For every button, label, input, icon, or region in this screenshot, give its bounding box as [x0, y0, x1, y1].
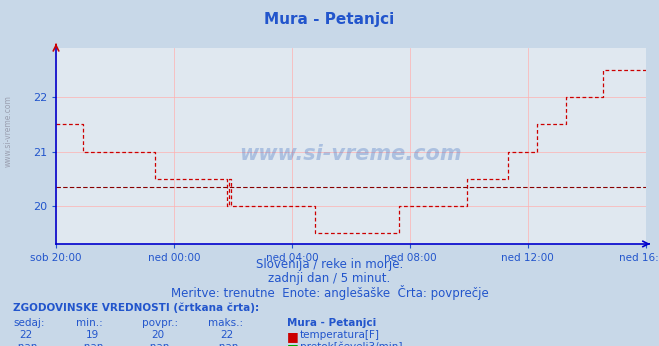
Text: zadnji dan / 5 minut.: zadnji dan / 5 minut. [268, 272, 391, 285]
Text: www.si-vreme.com: www.si-vreme.com [240, 144, 462, 164]
Text: Meritve: trenutne  Enote: anglešaške  Črta: povprečje: Meritve: trenutne Enote: anglešaške Črta… [171, 285, 488, 300]
Text: -nan: -nan [146, 342, 170, 346]
Text: temperatura[F]: temperatura[F] [300, 330, 380, 340]
Text: povpr.:: povpr.: [142, 318, 178, 328]
Text: ■: ■ [287, 342, 299, 346]
Text: 22: 22 [221, 330, 234, 340]
Text: sedaj:: sedaj: [13, 318, 45, 328]
Text: www.si-vreme.com: www.si-vreme.com [3, 95, 13, 167]
Text: Mura - Petanjci: Mura - Petanjci [264, 12, 395, 27]
Text: 22: 22 [20, 330, 33, 340]
Text: 20: 20 [152, 330, 165, 340]
Text: pretok[čevelj3/min]: pretok[čevelj3/min] [300, 342, 403, 346]
Text: ■: ■ [287, 330, 299, 343]
Text: Slovenija / reke in morje.: Slovenija / reke in morje. [256, 258, 403, 271]
Text: min.:: min.: [76, 318, 103, 328]
Text: 19: 19 [86, 330, 99, 340]
Text: Mura - Petanjci: Mura - Petanjci [287, 318, 376, 328]
Text: ZGODOVINSKE VREDNOSTI (črtkana črta):: ZGODOVINSKE VREDNOSTI (črtkana črta): [13, 303, 259, 313]
Text: maks.:: maks.: [208, 318, 243, 328]
Text: -nan: -nan [80, 342, 104, 346]
Text: -nan: -nan [14, 342, 38, 346]
Text: -nan: -nan [215, 342, 239, 346]
